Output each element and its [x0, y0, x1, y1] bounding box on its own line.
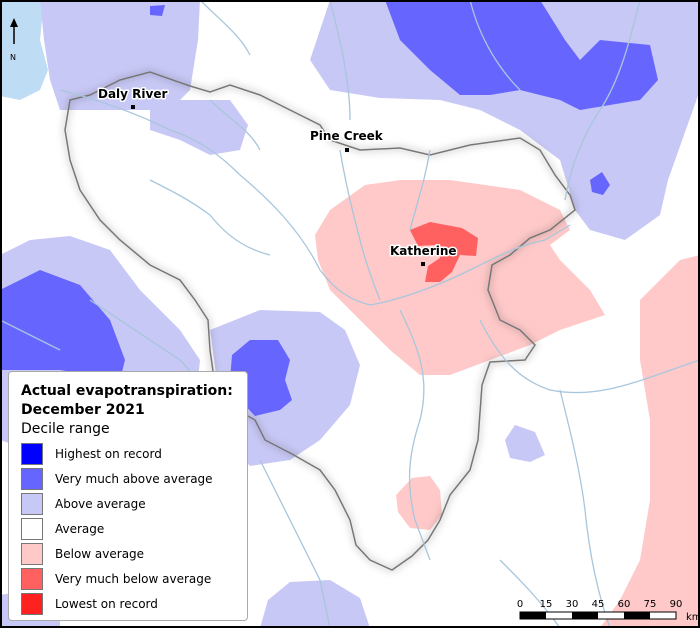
legend-item-label: Very much above average: [55, 471, 213, 486]
legend-item: Below average: [21, 541, 237, 566]
scale-tick-label: 0: [517, 599, 523, 610]
legend-item: Above average: [21, 491, 237, 516]
legend-item: Very much below average: [21, 566, 237, 591]
sea-area: [0, 0, 48, 100]
legend-swatch: [21, 492, 43, 515]
katherine-label: Katherine: [390, 244, 457, 258]
very-much-below-average-zone: [410, 222, 478, 282]
legend-item: Highest on record: [21, 441, 237, 466]
pine-creek-marker: [345, 148, 349, 152]
legend-item-label: Lowest on record: [55, 596, 158, 611]
scale-unit: km: [686, 612, 700, 623]
katherine-marker: [421, 262, 425, 266]
legend-items: Highest on record Very much above average…: [21, 441, 237, 616]
scale-tick-label: 15: [540, 599, 553, 610]
legend-item: Lowest on record: [21, 591, 237, 616]
scale-tick-label: 45: [592, 599, 605, 610]
scale-tick-label: 90: [670, 599, 683, 610]
legend-swatch: [21, 592, 43, 615]
legend-subtitle: Decile range: [21, 421, 110, 437]
legend-item-label: Average: [55, 521, 105, 536]
legend: Actual evapotranspiration: December 2021…: [8, 371, 248, 621]
legend-item-label: Above average: [55, 496, 146, 511]
daly-river-marker: [131, 105, 135, 109]
legend-item-label: Very much below average: [55, 571, 212, 586]
scale-tick-label: 60: [618, 599, 631, 610]
legend-item: Average: [21, 516, 237, 541]
legend-swatch: [21, 567, 43, 590]
pine-creek-label: Pine Creek: [310, 129, 384, 143]
legend-swatch: [21, 442, 43, 465]
legend-item: Very much above average: [21, 466, 237, 491]
legend-swatch: [21, 542, 43, 565]
legend-item-label: Highest on record: [55, 446, 162, 461]
below-average-zones: [315, 180, 700, 628]
catchment-region: [64, 71, 576, 571]
legend-item-label: Below average: [55, 546, 145, 561]
north-arrow-label: N: [10, 53, 16, 62]
north-arrow: N: [10, 18, 18, 62]
scale-tick-label: 30: [566, 599, 579, 610]
legend-swatch: [21, 467, 43, 490]
legend-swatch: [21, 517, 43, 540]
legend-title: Actual evapotranspiration: December 2021: [21, 383, 233, 418]
daly-river-label: Daly River: [98, 87, 167, 101]
scale-bar: 0 15 30 45 60 75 90 km: [517, 599, 700, 623]
scale-tick-label: 75: [644, 599, 657, 610]
